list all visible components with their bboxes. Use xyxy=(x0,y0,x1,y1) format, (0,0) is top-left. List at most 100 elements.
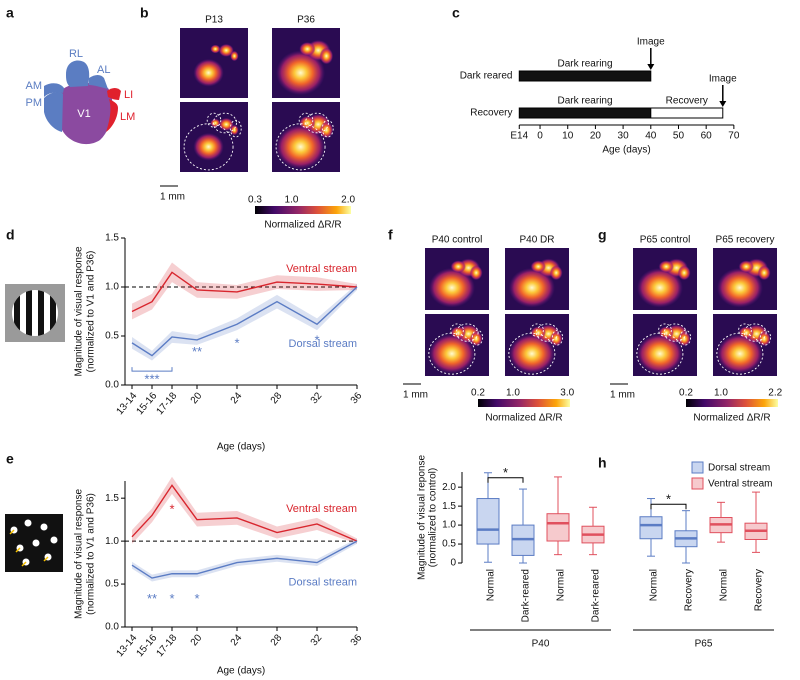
widefield-image xyxy=(272,102,340,172)
dot-arrow xyxy=(43,556,49,562)
y-tick-label: 2.0 xyxy=(442,482,456,493)
area-outline xyxy=(535,323,559,342)
colorbar-tick-label: 3.0 xyxy=(560,388,574,399)
image-title: P40 DR xyxy=(519,235,554,246)
area-outline xyxy=(455,323,479,342)
x-tick-label: 36 xyxy=(349,632,365,648)
area-outline xyxy=(321,119,334,138)
area-outline xyxy=(298,112,314,128)
activity-blob xyxy=(319,47,334,65)
y-axis-label: (normalized to V1 and P36) xyxy=(86,493,97,615)
x-tick-label: 20 xyxy=(189,632,205,648)
activity-blob xyxy=(193,132,224,161)
panel-letter: f xyxy=(388,227,393,243)
activity-blob xyxy=(230,50,239,62)
significance-bracket xyxy=(131,367,173,372)
x-tick-label: 24 xyxy=(229,632,245,648)
dot xyxy=(32,539,40,547)
significance-label: *** xyxy=(144,372,159,387)
x-tick-label: 20 xyxy=(590,131,602,142)
error-band xyxy=(132,284,357,361)
x-tick-label: E14 xyxy=(510,131,528,142)
colorbar xyxy=(255,206,351,214)
activity-blob xyxy=(716,267,763,308)
colorbar-tick-label: 2.2 xyxy=(768,388,782,399)
series-label: Ventral stream xyxy=(286,263,357,275)
x-tick-label: 36 xyxy=(349,390,365,406)
x-tick-label: 28 xyxy=(269,632,285,648)
significance-label: * xyxy=(503,465,508,480)
colorbar-label: Normalized ΔR/R xyxy=(693,413,770,424)
area-outline xyxy=(551,329,564,346)
segment-label: Recovery xyxy=(666,96,708,107)
x-tick-label: 60 xyxy=(701,131,713,142)
area-outline xyxy=(716,332,764,375)
area-label: LI xyxy=(124,89,133,101)
x-tick-label: 50 xyxy=(673,131,685,142)
series-line xyxy=(131,286,358,357)
y-tick-label: 0.5 xyxy=(105,579,119,590)
segment-label: Dark rearing xyxy=(558,59,613,70)
series-label: Dorsal stream xyxy=(289,338,357,350)
activity-blob xyxy=(677,331,691,347)
colorbar-label: Normalized ΔR/R xyxy=(264,220,341,231)
area-outline xyxy=(212,112,237,134)
scale-bar-label: 1 mm xyxy=(610,390,635,401)
stripes xyxy=(14,290,56,336)
x-tick-label: 30 xyxy=(618,131,630,142)
area-outline xyxy=(450,323,464,337)
arrow-head xyxy=(647,64,655,70)
significance-bracket xyxy=(650,503,687,510)
row-label: Dark reared xyxy=(460,71,513,82)
x-tick-label: 10 xyxy=(562,131,574,142)
area-label: AM xyxy=(26,80,43,92)
significance-bracket xyxy=(487,477,524,483)
x-tick-label: 70 xyxy=(728,131,740,142)
widefield-image xyxy=(180,102,248,172)
dot-arrow xyxy=(15,547,21,553)
activity-blob xyxy=(508,333,555,374)
dot-arrow xyxy=(9,529,15,535)
y-tick-label: 1.0 xyxy=(105,536,119,547)
widefield-image xyxy=(633,248,697,310)
area-outline xyxy=(743,323,767,342)
area-label: AL xyxy=(97,64,110,76)
area-pm xyxy=(44,91,63,132)
activity-blob xyxy=(636,267,683,308)
area-v1 xyxy=(57,82,113,145)
widefield-image xyxy=(272,28,340,98)
error-band xyxy=(132,262,357,320)
dot xyxy=(50,536,58,544)
area-outline xyxy=(304,112,329,134)
box xyxy=(476,498,500,545)
image-title: P13 xyxy=(205,15,223,26)
area-label: LM xyxy=(120,111,135,123)
activity-blob xyxy=(716,333,763,374)
area-outline xyxy=(663,323,687,342)
scale-bar-label: 1 mm xyxy=(160,192,185,203)
area-outline xyxy=(679,329,692,346)
colorbar-tick-label: 2.0 xyxy=(341,195,355,206)
dot-arrow xyxy=(21,561,27,567)
activity-blob xyxy=(428,333,475,374)
category-label: Normal xyxy=(486,569,497,601)
category-label: Normal xyxy=(649,569,660,601)
area-outline xyxy=(183,123,234,171)
panel-letter: g xyxy=(598,227,607,243)
colorbar-tick-label: 0.3 xyxy=(248,195,262,206)
significance-label: ** xyxy=(192,344,202,359)
activity-blob xyxy=(508,267,555,308)
error-band xyxy=(132,538,357,582)
y-tick-label: 1.5 xyxy=(105,233,119,244)
area-rl xyxy=(66,60,90,87)
activity-blob xyxy=(658,260,674,273)
x-tick-label: 17-18 xyxy=(154,632,179,659)
panel-letter: h xyxy=(598,455,607,471)
x-tick-label: 15-16 xyxy=(134,632,159,659)
activity-blob xyxy=(549,265,563,281)
category-label: Dark-reared xyxy=(591,569,602,622)
x-axis-label: Age (days) xyxy=(602,145,650,156)
widefield-image xyxy=(425,314,489,376)
image-title: P65 control xyxy=(640,235,691,246)
y-axis-label: (normalized to V1 and P36) xyxy=(86,251,97,373)
